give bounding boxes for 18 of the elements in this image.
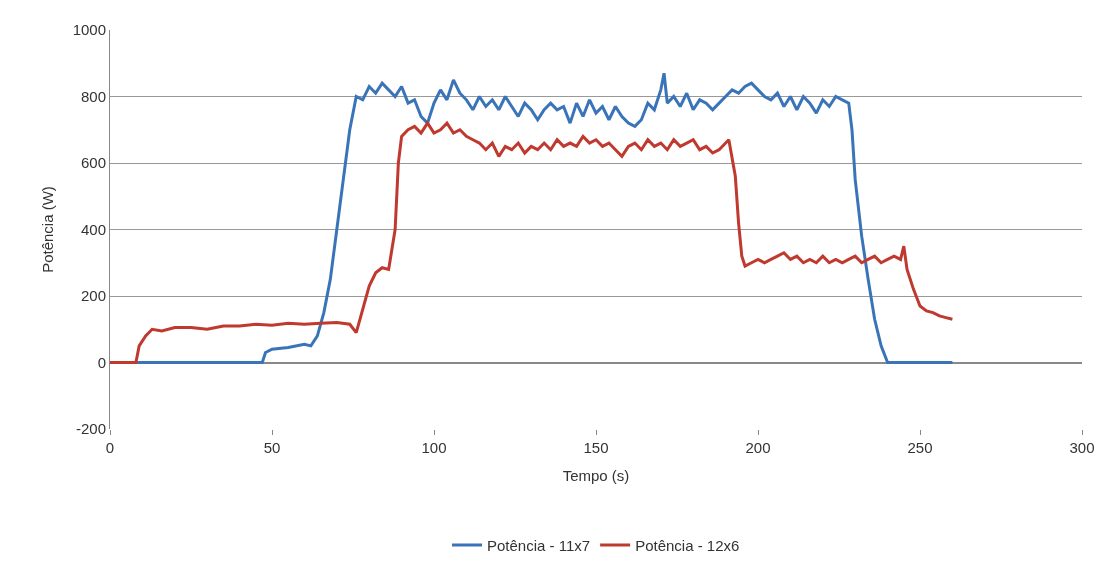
y-tick-label: -200 <box>75 420 106 438</box>
line-series <box>110 121 954 364</box>
legend-label: Potência - 12x6 <box>635 536 740 554</box>
x-tick-label: 300 <box>1069 439 1095 456</box>
y-tick-label: 600 <box>80 154 106 172</box>
legend-label: Potência - 11x7 <box>487 536 591 554</box>
y-tick-label: 200 <box>80 287 106 305</box>
y-axis-title: Potência (W) <box>38 186 56 273</box>
y-tick-label: 400 <box>80 220 106 238</box>
x-axis-title: Tempo (s) <box>562 467 630 484</box>
x-tick-label: 50 <box>263 439 281 456</box>
x-tick-label: 200 <box>745 439 771 456</box>
x-tick-label: 150 <box>583 439 609 456</box>
x-tick-label: 250 <box>907 439 933 456</box>
y-tick-label: 1000 <box>72 21 106 39</box>
y-tick-label: 800 <box>80 87 106 105</box>
x-tick-label: 100 <box>421 439 447 456</box>
y-tick-label: 0 <box>97 353 106 371</box>
